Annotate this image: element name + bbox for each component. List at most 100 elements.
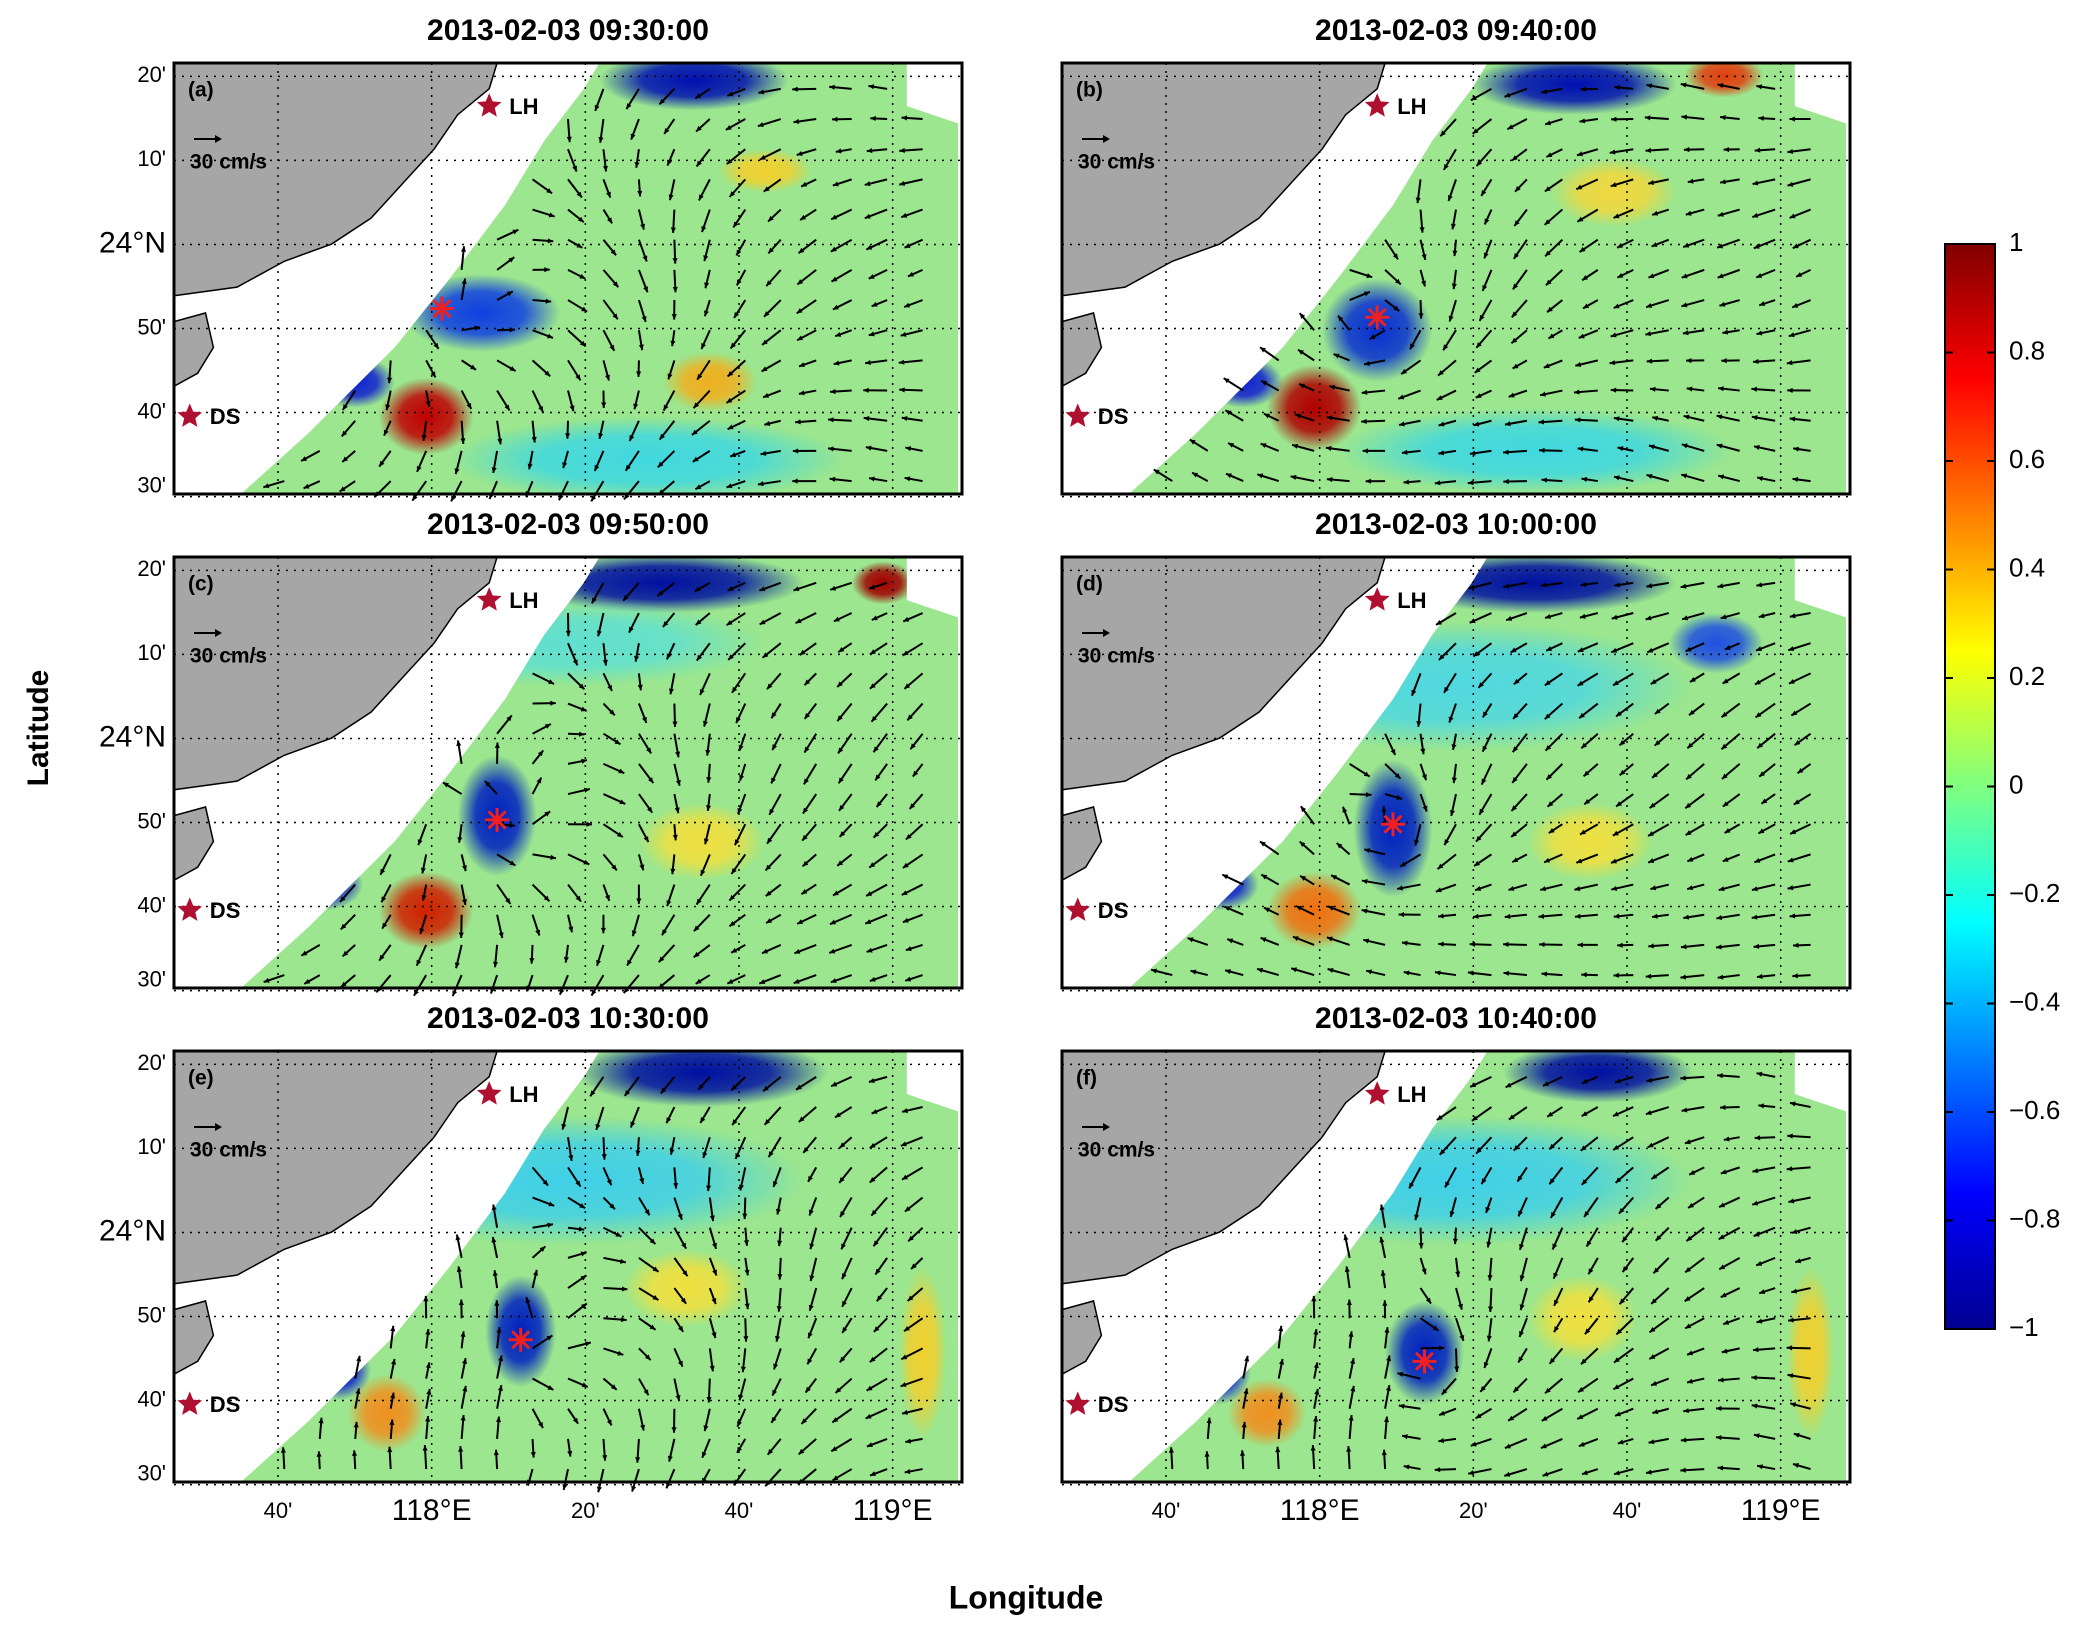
arrow-head [577, 216, 584, 223]
arrow-head [1422, 805, 1428, 812]
arrow-head [1504, 92, 1511, 98]
lat-tick-label: 20' [137, 62, 166, 87]
lat-tick-label: 40' [137, 398, 166, 423]
arrow-head [351, 1450, 358, 1456]
arrow-head [1327, 905, 1334, 911]
arrow-head [1788, 1198, 1795, 1204]
arrow-head [1786, 1345, 1793, 1351]
arrow-head [871, 301, 878, 307]
arrow-head [600, 927, 606, 934]
arrow-head [460, 1414, 466, 1421]
arrow-head [339, 896, 346, 903]
arrow-head [1436, 1114, 1443, 1121]
arrow-head [797, 279, 804, 285]
field-feature [898, 1266, 947, 1439]
arrow-head [1192, 472, 1199, 478]
arrow-head [1686, 1235, 1693, 1242]
arrow-head [1475, 393, 1482, 398]
arrow-head [576, 191, 582, 198]
arrow-head [1540, 1443, 1547, 1449]
arrow-head [1454, 1366, 1460, 1372]
arrow-head [1414, 1214, 1420, 1221]
lon-tick-label: 20' [571, 1498, 600, 1523]
panel-label: (f) [1076, 1067, 1097, 1090]
arrow-head [1622, 1236, 1628, 1243]
arrow-head [693, 925, 700, 932]
arrow-head [1326, 936, 1333, 942]
eddy-center-mark [511, 1330, 531, 1350]
arrow-head [901, 1354, 908, 1360]
station-marker [1065, 1391, 1091, 1415]
arrow-head [1612, 1111, 1619, 1117]
station-label: DS [210, 898, 241, 923]
arrow-head [1687, 178, 1694, 184]
arrow-head [1513, 252, 1520, 259]
map-panel: (d) 30 cm/s LH DS [1060, 555, 1852, 992]
arrow-head [793, 978, 800, 984]
field-feature [1786, 1266, 1835, 1439]
arrow-head [1365, 792, 1372, 798]
arrow-head [1457, 1303, 1463, 1310]
arrow-head [610, 1384, 617, 1390]
arrow-head [763, 311, 770, 317]
arrow-head [1789, 213, 1796, 219]
arrow-head [1720, 614, 1727, 620]
arrow-head [1541, 971, 1548, 977]
arrow-head [390, 1325, 396, 1332]
arrow-head [832, 181, 839, 187]
arrow-head [425, 1329, 431, 1335]
arrow-head [910, 743, 916, 750]
arrow-head [609, 1203, 615, 1210]
station-marker [1364, 1081, 1390, 1105]
field-feature [1266, 364, 1362, 451]
arrow-head [901, 212, 908, 218]
eddy-center [1380, 812, 1405, 837]
station-marker [476, 587, 502, 611]
station-marker [177, 403, 203, 427]
arrow-head [1786, 360, 1793, 366]
arrow-head [1652, 415, 1659, 421]
arrow-head [1519, 1243, 1525, 1250]
arrow-head [807, 1332, 813, 1339]
arrow-head [576, 242, 583, 248]
arrow-head [1718, 1234, 1725, 1240]
lat-tick-label: 50' [137, 808, 166, 833]
arrow-head [636, 898, 642, 904]
arrow-head [591, 989, 597, 996]
arrow-head [643, 1389, 649, 1396]
arrow-head [792, 478, 798, 484]
arrow-head [1512, 777, 1518, 783]
arrow-head [1680, 944, 1687, 950]
arrow-head [771, 712, 777, 719]
arrow-head [456, 740, 462, 747]
arrow-head [1613, 913, 1620, 919]
arrow-head [579, 1203, 586, 1209]
arrow-head [736, 249, 742, 256]
arrow-head [492, 961, 499, 968]
map-panel: (e) 30 cm/s LH DS [172, 1049, 964, 1493]
arrow-head [1756, 84, 1763, 90]
arrow-head [649, 1324, 656, 1330]
panel-frame [172, 555, 964, 990]
station-marker [1065, 403, 1091, 427]
arrow-head [1574, 417, 1581, 423]
arrow-head [1469, 618, 1476, 623]
arrow-head [763, 1085, 769, 1092]
arrow-head [1481, 778, 1487, 785]
arrow-head [905, 976, 912, 982]
arrow-head [1383, 1416, 1390, 1423]
arrow-head [1511, 337, 1518, 344]
arrow-head [866, 947, 873, 953]
lat-tick-label: 10' [137, 1134, 166, 1159]
arrow-head [1448, 315, 1454, 322]
arrow-head [1617, 243, 1624, 248]
arrow-head [1331, 875, 1338, 880]
arrow-head [905, 446, 912, 452]
arrow-head [591, 597, 597, 604]
arrow-head [1584, 1211, 1590, 1218]
arrow-head [1225, 410, 1232, 416]
arrow-head [1610, 858, 1617, 864]
arrow-head [567, 1450, 573, 1457]
panel-frame [1060, 555, 1852, 990]
arrow-head [1336, 843, 1343, 849]
